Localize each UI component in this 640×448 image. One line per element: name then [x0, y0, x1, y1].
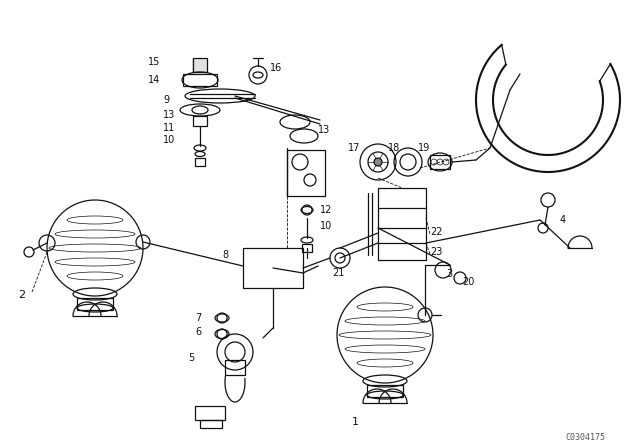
Text: 13: 13: [163, 110, 175, 120]
Bar: [193, 58, 207, 72]
Text: 21: 21: [332, 268, 344, 278]
Text: 8: 8: [222, 250, 228, 260]
Bar: [195, 158, 205, 166]
Bar: [430, 155, 450, 169]
Text: 17: 17: [348, 143, 360, 153]
Text: 2: 2: [18, 290, 25, 300]
Bar: [195, 406, 225, 420]
Bar: [193, 116, 207, 126]
Bar: [225, 360, 245, 375]
Text: C0304175: C0304175: [565, 434, 605, 443]
Text: 6: 6: [195, 327, 201, 337]
Text: 19: 19: [418, 143, 430, 153]
Text: 13: 13: [318, 125, 330, 135]
Text: 15: 15: [148, 57, 161, 67]
Text: 3: 3: [446, 269, 452, 279]
Bar: [378, 188, 426, 260]
Text: 20: 20: [462, 277, 474, 287]
Text: 16: 16: [270, 63, 282, 73]
Text: 22: 22: [430, 227, 442, 237]
Bar: [302, 244, 312, 252]
Text: 1: 1: [352, 417, 359, 427]
Text: 23: 23: [430, 247, 442, 257]
Text: 5: 5: [188, 353, 195, 363]
Text: 9: 9: [163, 95, 169, 105]
Text: 7: 7: [195, 313, 201, 323]
Text: 10: 10: [320, 221, 332, 231]
Bar: [77, 298, 113, 310]
Text: 14: 14: [148, 75, 160, 85]
Text: 11: 11: [163, 123, 175, 133]
Bar: [287, 150, 325, 196]
Bar: [183, 74, 217, 86]
Text: 12: 12: [320, 205, 332, 215]
Text: 4: 4: [560, 215, 566, 225]
Bar: [367, 385, 403, 397]
Text: 10: 10: [163, 135, 175, 145]
Text: 18: 18: [388, 143, 400, 153]
Circle shape: [374, 158, 382, 166]
Bar: [243, 248, 303, 288]
Bar: [200, 420, 222, 428]
